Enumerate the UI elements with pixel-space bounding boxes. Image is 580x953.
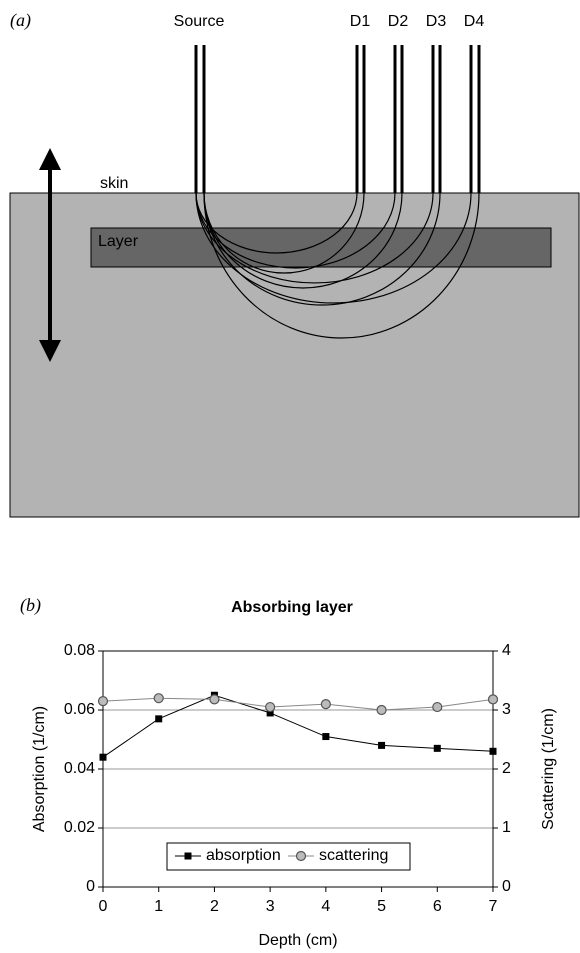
panel-label: (a) xyxy=(10,10,31,31)
marker xyxy=(210,695,219,704)
detector-label: D2 xyxy=(388,13,409,30)
x-tick-label: 6 xyxy=(433,898,442,915)
layer-rect xyxy=(91,228,551,267)
legend-label: absorption xyxy=(206,847,281,864)
marker xyxy=(321,700,330,709)
detector-label: D1 xyxy=(350,13,371,30)
y-tick-label: 0.06 xyxy=(64,701,95,718)
marker xyxy=(155,715,162,722)
fibers xyxy=(196,45,479,193)
y2-tick-label: 1 xyxy=(502,819,511,836)
y-tick-label: 0 xyxy=(86,878,95,895)
marker xyxy=(377,706,386,715)
marker xyxy=(100,754,107,761)
marker xyxy=(297,852,306,861)
marker xyxy=(185,853,192,860)
x-tick-label: 0 xyxy=(99,898,108,915)
y2-tick-label: 3 xyxy=(502,701,511,718)
x-axis-label: Depth (cm) xyxy=(258,932,337,949)
marker xyxy=(489,695,498,704)
marker xyxy=(378,742,385,749)
y-axis-label: Absorption (1/cm) xyxy=(31,706,48,832)
y-tick-label: 0.04 xyxy=(64,760,95,777)
marker xyxy=(322,733,329,740)
x-tick-label: 2 xyxy=(210,898,219,915)
x-tick-label: 7 xyxy=(489,898,498,915)
plot: 0 0.02 0.04 0.06 0.08 0 1 2 3 4 0 1 2 3 4 5 6 7 xyxy=(64,642,511,915)
source-label: Source xyxy=(174,13,225,30)
y2-tick-label: 4 xyxy=(502,642,511,659)
x-tick-label: 5 xyxy=(377,898,386,915)
chart-title: Absorbing layer xyxy=(231,599,353,616)
marker xyxy=(490,748,497,755)
detector-label: D3 xyxy=(426,13,447,30)
marker xyxy=(154,694,163,703)
y-tick-label: 0.08 xyxy=(64,642,95,659)
marker xyxy=(266,703,275,712)
panel-label: (b) xyxy=(20,595,41,616)
marker xyxy=(434,745,441,752)
y2-axis-label: Scattering (1/cm) xyxy=(540,708,557,830)
y2-tick-label: 2 xyxy=(502,760,511,777)
x-tick-label: 3 xyxy=(266,898,275,915)
marker xyxy=(433,703,442,712)
detector-label: D4 xyxy=(464,13,485,30)
layer-label: Layer xyxy=(98,233,139,250)
x-tick-label: 1 xyxy=(154,898,163,915)
page: (a) Layer skin Source D1 D2 D3 D4 (b) Ab… xyxy=(0,0,580,953)
legend-label: scattering xyxy=(319,847,388,864)
y2-tick-label: 0 xyxy=(502,878,511,895)
skin-label: skin xyxy=(100,175,128,192)
y-tick-label: 0.02 xyxy=(64,819,95,836)
figure: (a) Layer skin Source D1 D2 D3 D4 (b) Ab… xyxy=(0,0,580,953)
marker xyxy=(99,697,108,706)
x-tick-label: 4 xyxy=(321,898,330,915)
